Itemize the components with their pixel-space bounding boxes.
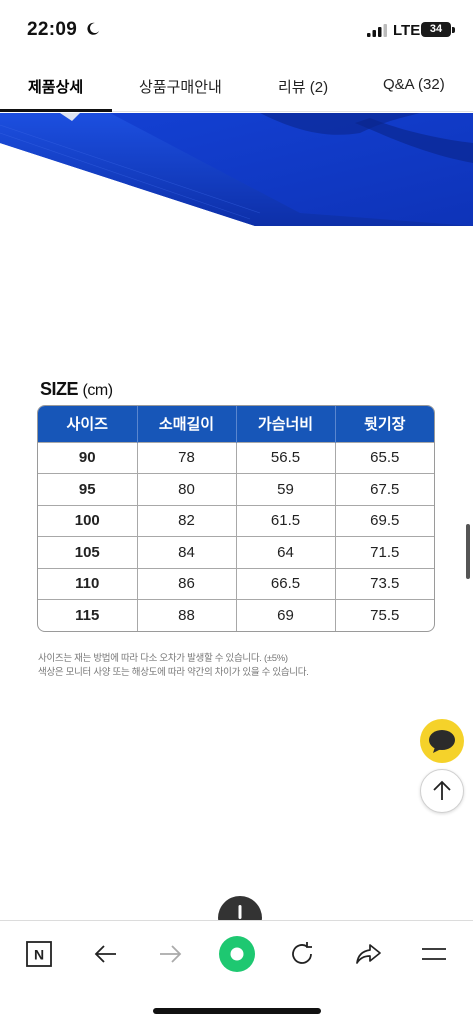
cell-back: 73.5 [335, 567, 434, 600]
header-size: 사이즈 [38, 406, 138, 442]
status-time: 22:09 [27, 19, 78, 40]
cell-size: 115 [38, 599, 138, 631]
cell-back: 75.5 [335, 599, 434, 631]
cell-size: 110 [38, 567, 138, 600]
product-tabs: 제품상세 상품구매안내 리뷰 (2) Q&A (32) [0, 60, 473, 112]
table-row: 115 88 69 75.5 [38, 599, 434, 631]
table-row: 105 84 64 71.5 [38, 536, 434, 568]
moon-icon [87, 22, 99, 35]
tab-reviews[interactable]: 리뷰 (2) [278, 79, 329, 96]
cell-back: 71.5 [335, 536, 434, 568]
header-sleeve-length: 소매길이 [137, 406, 237, 442]
green-dot-button[interactable] [217, 934, 257, 974]
table-row: 90 78 56.5 65.5 [38, 441, 434, 474]
cell-chest: 64 [236, 536, 336, 568]
home-indicator[interactable] [153, 1008, 321, 1014]
size-table: 사이즈 소매길이 가슴너비 뒷기장 90 78 56.5 65.5 95 80 … [37, 405, 435, 632]
naver-n-icon: N [26, 941, 52, 967]
table-header-row: 사이즈 소매길이 가슴너비 뒷기장 [38, 406, 434, 442]
cell-back: 65.5 [335, 441, 434, 474]
back-button[interactable] [85, 934, 125, 974]
cell-back: 69.5 [335, 504, 434, 537]
table-row: 100 82 61.5 69.5 [38, 504, 434, 537]
active-tab-underline [0, 109, 112, 112]
tab-product-detail[interactable]: 제품상세 [28, 79, 84, 96]
share-icon [356, 944, 381, 964]
menu-icon [422, 948, 446, 960]
cell-sleeve: 78 [137, 441, 237, 474]
size-title-unit: (cm) [82, 382, 113, 399]
table-row: 110 86 66.5 73.5 [38, 567, 434, 600]
green-dot-icon [219, 936, 255, 972]
header-chest-width: 가슴너비 [236, 406, 336, 442]
size-title-text: SIZE [40, 379, 79, 399]
size-title: SIZE (cm) [40, 379, 113, 400]
chat-button[interactable] [420, 719, 464, 763]
network-label: LTE [393, 22, 421, 39]
refresh-icon [292, 942, 312, 964]
refresh-button[interactable] [282, 934, 322, 974]
floating-action-icon [238, 905, 242, 919]
naver-home-button[interactable]: N [19, 934, 59, 974]
cell-sleeve: 88 [137, 599, 237, 631]
cell-size: 100 [38, 504, 138, 537]
cell-sleeve: 82 [137, 504, 237, 537]
scrollbar-thumb[interactable] [466, 524, 470, 579]
color-note: 색상은 모니터 사양 또는 해상도에 따라 약간의 차이가 있을 수 있습니다. [38, 667, 309, 678]
status-bar: 22:09 LTE 34 [0, 0, 473, 60]
header-back-length: 뒷기장 [335, 406, 434, 442]
chat-icon [429, 730, 455, 753]
cell-chest: 56.5 [236, 441, 336, 474]
forward-arrow-icon [160, 945, 182, 963]
tab-qna[interactable]: Q&A (32) [383, 76, 445, 93]
menu-button[interactable] [414, 934, 454, 974]
cell-chest: 69 [236, 599, 336, 631]
cell-size: 105 [38, 536, 138, 568]
cell-back: 67.5 [335, 473, 434, 505]
naver-logo-letter: N [34, 947, 44, 963]
back-arrow-icon [94, 945, 116, 963]
battery-icon: 34 [421, 22, 451, 37]
cell-size: 95 [38, 473, 138, 505]
product-image [0, 113, 473, 228]
tab-purchase-info[interactable]: 상품구매안내 [139, 79, 222, 96]
arrow-up-icon [433, 780, 451, 800]
scroll-top-button[interactable] [420, 769, 464, 813]
table-row: 95 80 59 67.5 [38, 473, 434, 505]
cell-chest: 66.5 [236, 567, 336, 600]
forward-button[interactable] [151, 934, 191, 974]
cell-sleeve: 86 [137, 567, 237, 600]
browser-bottom-bar: N [0, 920, 473, 1024]
cell-chest: 61.5 [236, 504, 336, 537]
cell-chest: 59 [236, 473, 336, 505]
cell-sleeve: 80 [137, 473, 237, 505]
signal-icon [367, 24, 387, 37]
cell-sleeve: 84 [137, 536, 237, 568]
cell-size: 90 [38, 441, 138, 474]
share-button[interactable] [348, 934, 388, 974]
battery-nub [452, 27, 455, 33]
size-note: 사이즈는 재는 방법에 따라 다소 오차가 발생할 수 있습니다. (±5%) [38, 653, 288, 664]
